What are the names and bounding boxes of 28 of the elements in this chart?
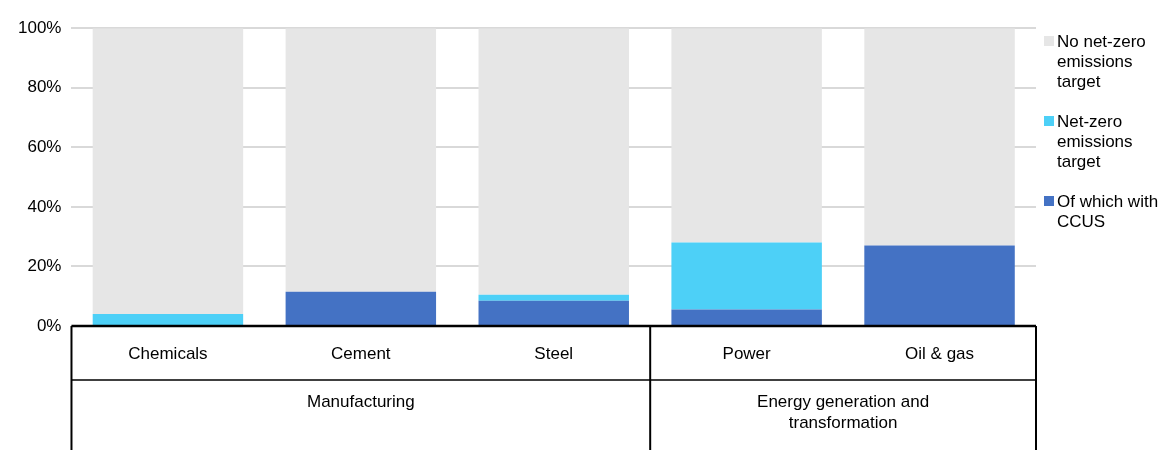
bar xyxy=(671,28,822,243)
legend-label: Net-zero emissions target xyxy=(1057,112,1134,172)
x-tick-label: Cement xyxy=(331,343,391,363)
y-tick-label: 0% xyxy=(36,315,62,335)
bar xyxy=(478,300,629,325)
bar xyxy=(285,28,437,292)
bar xyxy=(478,294,629,301)
y-tick-label: 100% xyxy=(18,17,62,37)
bar xyxy=(671,242,822,310)
text: Manufacturing xyxy=(306,391,415,411)
y-tick-label: 20% xyxy=(27,256,62,276)
bar xyxy=(92,28,244,315)
x-tick-label: Steel xyxy=(534,343,574,363)
bar xyxy=(478,28,629,295)
bar xyxy=(671,309,822,325)
x-tick-label: Chemicals xyxy=(128,343,208,363)
bar xyxy=(864,245,1015,325)
bar xyxy=(92,314,244,325)
legend-label: Of which with CCUS xyxy=(1057,192,1160,232)
text: Energy generation and transformation xyxy=(757,391,930,432)
legend-label: No net-zero emissions target xyxy=(1057,32,1147,92)
y-tick-label: 60% xyxy=(27,137,62,157)
y-tick-label: 40% xyxy=(27,196,62,216)
x-tick-label: Power xyxy=(722,343,772,363)
bar xyxy=(285,291,437,325)
y-tick-label: 80% xyxy=(27,77,62,97)
x-tick-label: Oil & gas xyxy=(905,343,975,363)
bar xyxy=(864,28,1015,246)
